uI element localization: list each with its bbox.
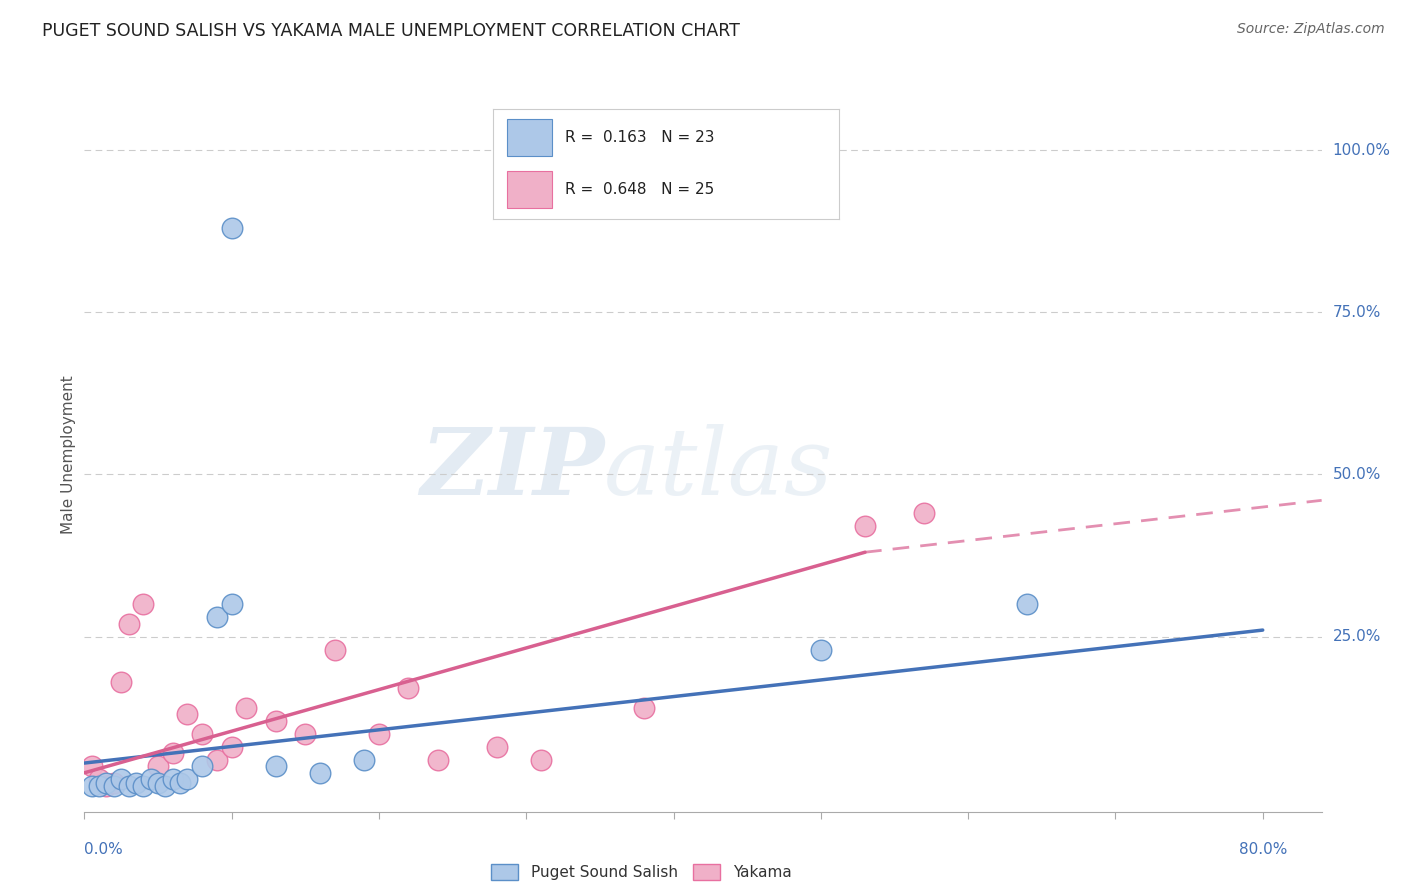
Text: 25.0%: 25.0% xyxy=(1333,629,1381,644)
Point xyxy=(221,220,243,235)
Point xyxy=(396,681,419,696)
Point xyxy=(117,779,139,793)
Text: PUGET SOUND SALISH VS YAKAMA MALE UNEMPLOYMENT CORRELATION CHART: PUGET SOUND SALISH VS YAKAMA MALE UNEMPL… xyxy=(42,22,740,40)
Point xyxy=(162,772,184,787)
Point xyxy=(323,642,346,657)
Y-axis label: Male Unemployment: Male Unemployment xyxy=(60,376,76,534)
Point xyxy=(912,506,935,520)
Point xyxy=(110,675,132,690)
Text: Source: ZipAtlas.com: Source: ZipAtlas.com xyxy=(1237,22,1385,37)
Point xyxy=(810,642,832,657)
Point xyxy=(205,610,228,624)
Point xyxy=(103,779,125,793)
Point xyxy=(294,727,316,741)
Point xyxy=(368,727,391,741)
Point xyxy=(176,772,198,787)
Point xyxy=(221,597,243,611)
Point xyxy=(110,772,132,787)
Legend: Puget Sound Salish, Yakama: Puget Sound Salish, Yakama xyxy=(485,858,797,886)
Point xyxy=(235,701,257,715)
Point xyxy=(146,759,169,773)
Point xyxy=(309,765,332,780)
Point xyxy=(146,775,169,789)
Text: 80.0%: 80.0% xyxy=(1239,842,1286,857)
Point xyxy=(1015,597,1038,611)
Text: 100.0%: 100.0% xyxy=(1333,143,1391,158)
Point xyxy=(125,775,148,789)
Point xyxy=(530,753,553,767)
Point xyxy=(633,701,655,715)
Point xyxy=(139,772,162,787)
Point xyxy=(191,727,214,741)
Point xyxy=(80,779,103,793)
Point xyxy=(264,759,287,773)
Point xyxy=(485,739,508,754)
Point xyxy=(117,616,139,631)
Point xyxy=(132,779,155,793)
Text: atlas: atlas xyxy=(605,425,834,514)
Point xyxy=(162,747,184,761)
Point xyxy=(264,714,287,728)
Point xyxy=(853,519,876,533)
Point xyxy=(221,739,243,754)
Point xyxy=(80,759,103,773)
Point xyxy=(155,779,177,793)
Point xyxy=(176,707,198,722)
Point xyxy=(87,779,110,793)
Point xyxy=(132,597,155,611)
Point xyxy=(353,753,375,767)
Text: 50.0%: 50.0% xyxy=(1333,467,1381,482)
Point xyxy=(103,775,125,789)
Point xyxy=(169,775,191,789)
Text: ZIP: ZIP xyxy=(420,425,605,514)
Point xyxy=(87,772,110,787)
Point xyxy=(426,753,449,767)
Text: 75.0%: 75.0% xyxy=(1333,305,1381,319)
Point xyxy=(96,775,118,789)
Point xyxy=(191,759,214,773)
Point xyxy=(96,779,118,793)
Point xyxy=(205,753,228,767)
Text: 0.0%: 0.0% xyxy=(84,842,124,857)
